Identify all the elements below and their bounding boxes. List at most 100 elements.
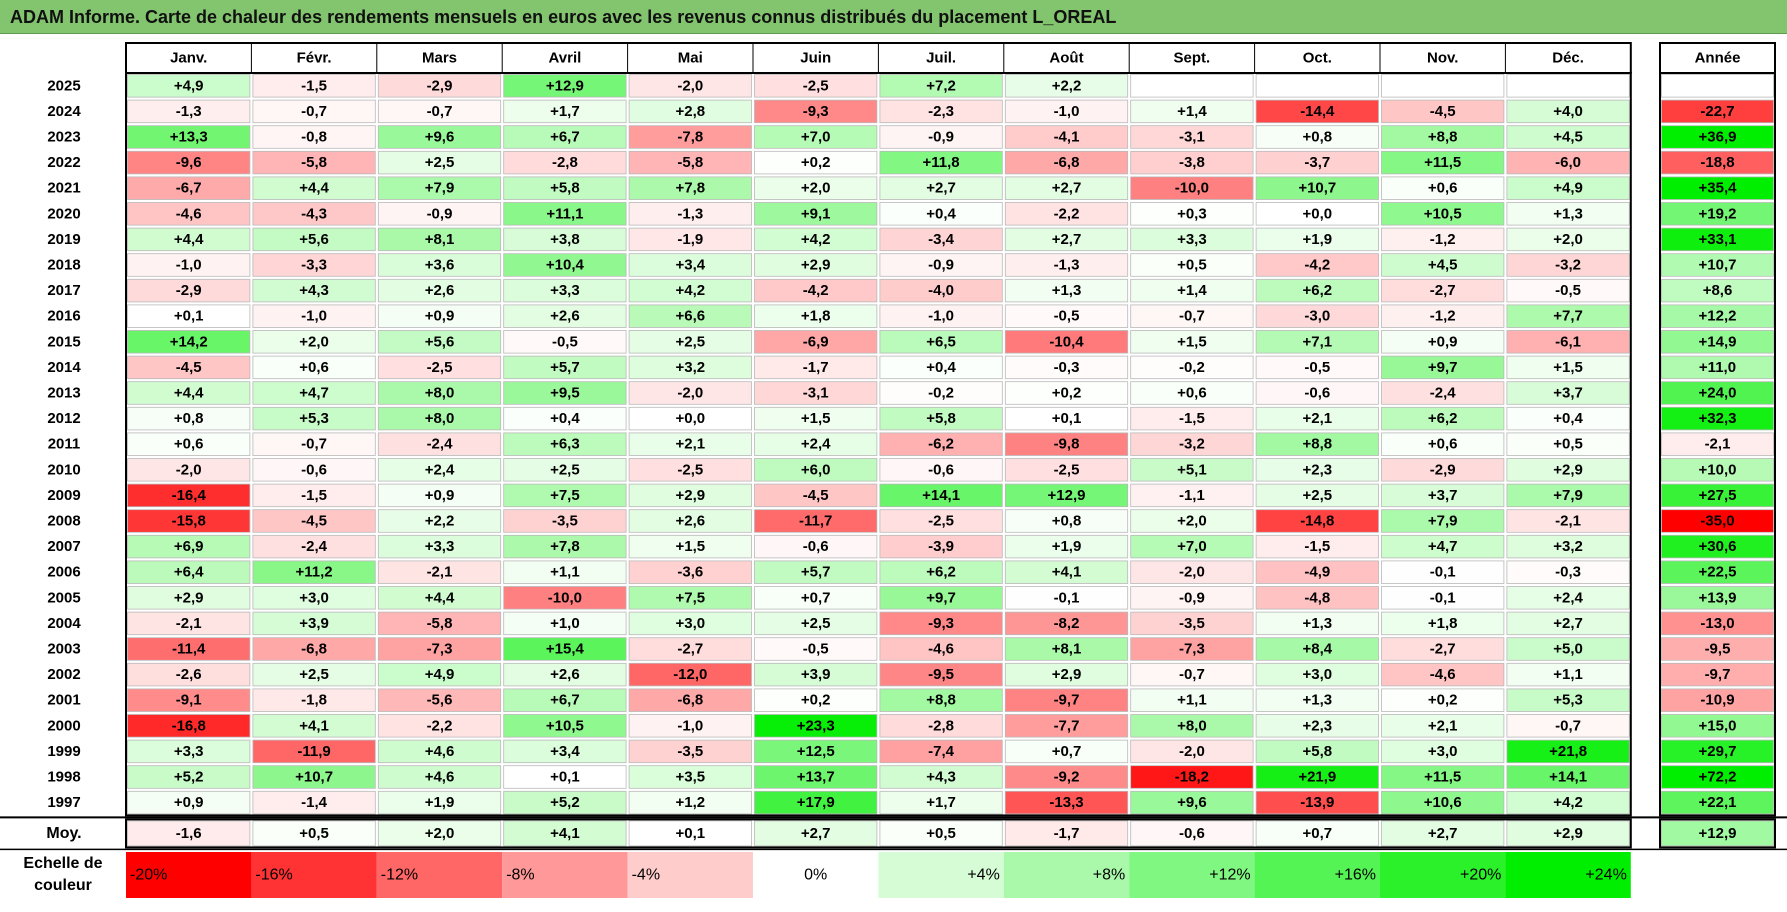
heatmap-cell-label: -2,6 — [176, 666, 202, 683]
heatmap-cell-label: -3,0 — [1304, 308, 1330, 325]
row-year-label: 1999 — [47, 743, 80, 760]
heatmap-cell-label: +3,0 — [1428, 743, 1458, 760]
row-year-label: 2000 — [47, 717, 80, 734]
heatmap-cell — [1130, 688, 1254, 712]
heatmap-cell — [252, 662, 376, 687]
heatmap-cell-label: +9,6 — [425, 129, 455, 146]
heatmap-cell — [628, 381, 752, 405]
heatmap-cell — [1004, 227, 1129, 252]
heatmap-cell-label: -3,3 — [301, 257, 327, 274]
heatmap-cell — [1506, 432, 1630, 456]
heatmap-cell — [1130, 150, 1254, 175]
heatmap-cell — [879, 458, 1003, 482]
heatmap-cell-label: -2,7 — [1430, 282, 1456, 299]
heatmap-cell — [1130, 176, 1254, 200]
heatmap-cell-label: +0,4 — [1553, 410, 1583, 427]
heatmap-cell-label: -16,4 — [172, 487, 207, 504]
heatmap-cell-label: -1,0 — [928, 308, 954, 325]
heatmap-cell-label: +17,9 — [797, 794, 835, 811]
heatmap-cell-label: -2,3 — [928, 103, 954, 120]
heatmap-cell-label: +11,5 — [1424, 769, 1461, 786]
heatmap-cell-label: +0,6 — [1428, 180, 1458, 197]
heatmap-cell-label: +0,2 — [801, 692, 831, 709]
heatmap-cell — [1004, 125, 1129, 149]
heatmap-cell-label: -0,5 — [1555, 282, 1581, 299]
heatmap-cell — [1004, 714, 1129, 738]
heatmap-cell-label: +0,9 — [1428, 333, 1458, 350]
heatmap-cell-label: +7,2 — [926, 77, 956, 94]
heatmap-cell-label: +10,7 — [1298, 180, 1336, 197]
heatmap-cell-label: +0,6 — [174, 436, 204, 453]
heatmap-cell — [754, 432, 878, 456]
heatmap-cell-label: -4,5 — [1430, 103, 1456, 120]
annual-cell-label: +10,7 — [1699, 257, 1737, 274]
heatmap-cell — [1506, 227, 1630, 252]
heatmap-cell-label: +9,7 — [926, 589, 956, 606]
heatmap-cell — [1381, 432, 1505, 456]
heatmap-cell-label: -6,2 — [928, 436, 954, 453]
heatmap-cell-label: +6,2 — [1428, 410, 1458, 427]
heatmap-cell — [754, 355, 878, 380]
heatmap-cell-label: -0,6 — [803, 538, 829, 555]
annual-cell — [1661, 278, 1774, 303]
heatmap-cell — [1381, 74, 1505, 98]
heatmap-cell — [1506, 662, 1630, 687]
average-cell — [252, 820, 376, 847]
heatmap-cell-label: +2,0 — [801, 180, 831, 197]
heatmap-cell — [754, 509, 878, 533]
heatmap-cell — [127, 688, 251, 712]
heatmap-cell — [879, 509, 1003, 533]
month-header-7: Août — [1049, 50, 1083, 67]
heatmap-cell-label: +7,0 — [1177, 538, 1207, 555]
heatmap-cell — [1255, 560, 1379, 584]
heatmap-cell — [1255, 74, 1379, 98]
heatmap-cell-label: +2,7 — [1052, 180, 1082, 197]
heatmap-cell — [1506, 509, 1630, 533]
heatmap-cell — [127, 739, 251, 764]
heatmap-cell-label: -7,4 — [928, 743, 955, 760]
legend-swatch — [1003, 852, 1130, 898]
heatmap-cell — [1381, 202, 1505, 226]
row-year-label: 1998 — [47, 769, 80, 786]
heatmap-cell — [754, 688, 878, 712]
heatmap-cell — [1130, 790, 1254, 815]
heatmap-cell — [1506, 586, 1630, 610]
annual-cell-label: +72,2 — [1699, 769, 1737, 786]
legend-swatch — [376, 852, 503, 898]
heatmap-cell — [503, 406, 627, 431]
heatmap-cell-label: -0,2 — [928, 385, 954, 402]
heatmap-cell — [1255, 509, 1379, 533]
annual-cell-label: +12,2 — [1699, 308, 1737, 325]
heatmap-cell — [1255, 432, 1379, 456]
heatmap-cell — [1130, 330, 1254, 354]
legend-step-label: -4% — [632, 867, 660, 884]
heatmap-cell-label: +0,8 — [1052, 513, 1082, 530]
heatmap-cell-label: -0,7 — [301, 103, 327, 120]
heatmap-cell — [879, 202, 1003, 226]
heatmap-cell — [1381, 99, 1505, 124]
month-header-6: Juil. — [926, 50, 956, 67]
heatmap-cell-label: +9,6 — [1177, 794, 1207, 811]
heatmap-cell — [127, 509, 251, 533]
heatmap-cell — [754, 202, 878, 226]
row-year-label: 2010 — [47, 461, 80, 478]
heatmap-cell-label: -3,9 — [928, 538, 954, 555]
heatmap-cell-label: -5,8 — [301, 154, 327, 171]
heatmap-cell — [127, 714, 251, 738]
heatmap-cell-label: -1,1 — [1179, 487, 1205, 504]
heatmap-cell — [127, 458, 251, 482]
heatmap-cell — [879, 637, 1003, 661]
heatmap-cell-label: -11,4 — [172, 641, 206, 658]
heatmap-cell — [1130, 99, 1254, 124]
legend-step-label: -20% — [130, 867, 167, 884]
heatmap-cell-label: +4,6 — [425, 743, 455, 760]
annual-cell-label: +35,4 — [1699, 180, 1738, 197]
heatmap-cell — [252, 330, 376, 354]
legend-swatch — [1505, 852, 1631, 898]
heatmap-cell — [1506, 150, 1630, 175]
heatmap-cell-label: +7,8 — [675, 180, 705, 197]
average-cell-label: +2,0 — [425, 825, 455, 842]
heatmap-cell — [503, 125, 627, 149]
heatmap-cell-label: +8,8 — [926, 692, 956, 709]
heatmap-cell-label: +2,5 — [425, 154, 455, 171]
